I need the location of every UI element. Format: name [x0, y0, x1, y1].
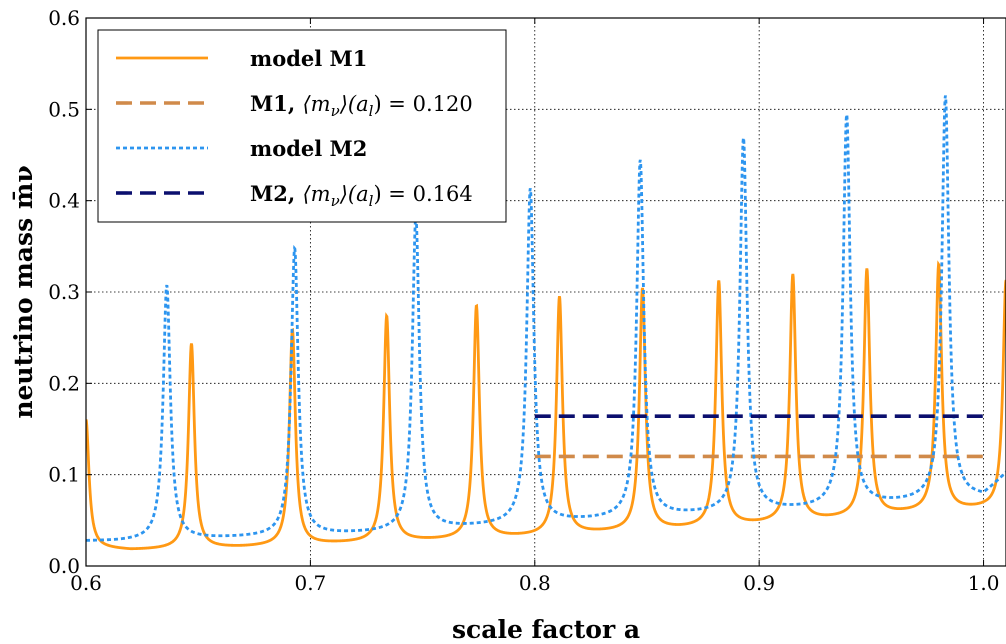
series-line-1: [86, 260, 1006, 551]
x-tick-label: 0.6: [70, 571, 102, 595]
series-layer: [86, 95, 1006, 551]
legend-label-2: M1, ⟨mν⟩(al) = 0.120: [250, 91, 473, 120]
x-tick-label: 0.7: [294, 571, 326, 595]
x-tick-label: 1.0: [968, 571, 1000, 595]
y-tick-label: 0.1: [48, 463, 80, 487]
y-tick-label: 0.5: [48, 97, 80, 121]
x-tick-label: 0.9: [743, 571, 775, 595]
legend: model M1 M1, ⟨mν⟩(al) = 0.120 model M2 M2, …: [97, 29, 507, 223]
tick-layer: 0.6 0.7 0.8 0.9 1.0 0.0 0.1 0.2 0.3 0.4 0.5 0.6: [48, 6, 999, 595]
y-axis-label-text: neutrino mass m̄ν: [9, 165, 38, 418]
y-tick-label: 0.4: [48, 189, 80, 213]
x-tick-label: 0.8: [519, 571, 551, 595]
y-axis-label: neutrino mass m̄ν: [9, 165, 38, 418]
legend-box: [97, 29, 507, 223]
x-axis-label-text: scale factor a: [452, 615, 640, 644]
y-tick-label: 0.2: [48, 371, 80, 395]
y-tick-label: 0.6: [48, 6, 80, 30]
legend-label-3: model M2: [250, 136, 367, 161]
x-axis-label: scale factor a: [452, 615, 640, 644]
legend-label-1: model M1: [250, 46, 367, 71]
y-tick-label: 0.0: [48, 554, 80, 578]
y-tick-label: 0.3: [48, 280, 80, 304]
legend-label-4: M2, ⟨mν⟩(al) = 0.164: [250, 181, 473, 210]
